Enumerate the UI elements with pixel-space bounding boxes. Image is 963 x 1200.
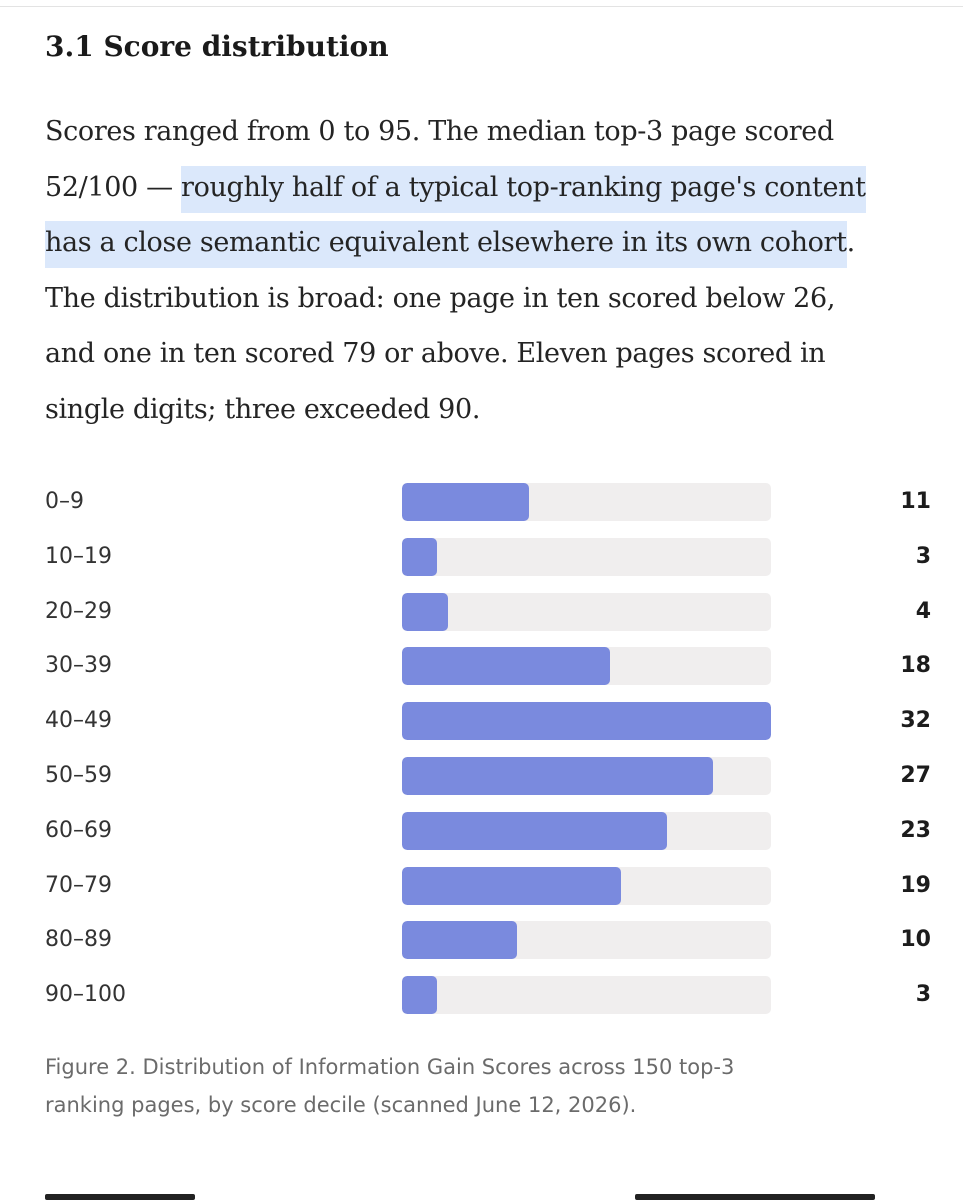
bar-track <box>402 647 771 686</box>
bar-track <box>402 921 771 960</box>
figure-caption: Figure 2. Distribution of Information Ga… <box>45 1048 925 1124</box>
section-heading: 3.1 Score distribution <box>45 30 389 63</box>
selected-text: roughly half of a typical top-ranking pa… <box>181 165 866 213</box>
paragraph-line: has a close semantic equivalent elsewher… <box>45 215 945 271</box>
bar-track <box>402 483 771 521</box>
bar-value-label: 3 <box>915 543 931 569</box>
bar-category-label: 80–89 <box>45 927 112 953</box>
paragraph-line: single digits; three exceeded 90. <box>45 393 481 425</box>
bar-track <box>402 702 771 741</box>
bar <box>402 483 529 521</box>
bar-value-label: 11 <box>900 489 931 514</box>
bar <box>402 647 610 686</box>
bar-row: 0–9 11 <box>0 482 963 522</box>
bar <box>402 537 437 576</box>
bar-value-label: 18 <box>900 653 931 679</box>
bar-value-label: 10 <box>900 927 931 953</box>
paragraph-line: and one in ten scored 79 or above. Eleve… <box>45 338 826 369</box>
bar <box>402 702 771 741</box>
paragraph-line: The distribution is broad: one page in t… <box>45 282 836 314</box>
bar-value-label: 23 <box>900 817 931 843</box>
bar-track <box>402 757 771 795</box>
next-section-heading-cropped <box>45 1186 875 1200</box>
paragraph-text: 52/100 — <box>45 171 182 203</box>
bar-category-label: 70–79 <box>45 872 112 898</box>
bar <box>402 976 437 1015</box>
bar-category-label: 10–19 <box>45 543 112 569</box>
bar-row: 80–89 10 <box>0 920 963 960</box>
bar-row: 70–79 19 <box>0 866 963 906</box>
top-divider <box>0 6 963 7</box>
bar-row: 60–69 23 <box>0 811 963 851</box>
bar <box>402 592 448 631</box>
bar <box>402 757 713 795</box>
bar-track <box>402 811 771 850</box>
bar-value-label: 32 <box>900 708 931 734</box>
bar-category-label: 50–59 <box>45 763 112 788</box>
bar-value-label: 3 <box>915 982 931 1008</box>
bar-category-label: 20–29 <box>45 598 112 624</box>
bar <box>402 811 667 850</box>
selected-text: has a close semantic equivalent elsewher… <box>45 221 847 268</box>
bar-category-label: 40–49 <box>45 708 112 734</box>
paragraph-text: . <box>846 227 856 258</box>
bar-track <box>402 537 771 576</box>
bar-category-label: 90–100 <box>45 982 126 1008</box>
bar <box>402 866 621 905</box>
bar-category-label: 0–9 <box>45 489 84 514</box>
caption-line: ranking pages, by score decile (scanned … <box>45 1093 637 1117</box>
bar-track <box>402 976 771 1015</box>
bar-row: 20–29 4 <box>0 592 963 632</box>
bar-row: 30–39 18 <box>0 646 963 686</box>
bar-category-label: 60–69 <box>45 817 112 843</box>
bar-row: 50–59 27 <box>0 756 963 796</box>
caption-line: Figure 2. Distribution of Information Ga… <box>45 1055 735 1079</box>
bar-row: 40–49 32 <box>0 701 963 741</box>
bar-track <box>402 592 771 631</box>
bar-row: 10–19 3 <box>0 537 963 577</box>
bar-row: 90–100 3 <box>0 975 963 1015</box>
bar-value-label: 27 <box>900 763 931 788</box>
bar-value-label: 4 <box>915 598 931 624</box>
bar <box>402 921 517 960</box>
body-paragraph: Scores ranged from 0 to 95. The median t… <box>45 104 945 437</box>
paragraph-line: 52/100 — roughly half of a typical top-r… <box>45 160 945 216</box>
bar-category-label: 30–39 <box>45 653 112 679</box>
bar-value-label: 19 <box>900 872 931 898</box>
paragraph-line: Scores ranged from 0 to 95. The median t… <box>45 116 834 147</box>
bar-track <box>402 866 771 905</box>
